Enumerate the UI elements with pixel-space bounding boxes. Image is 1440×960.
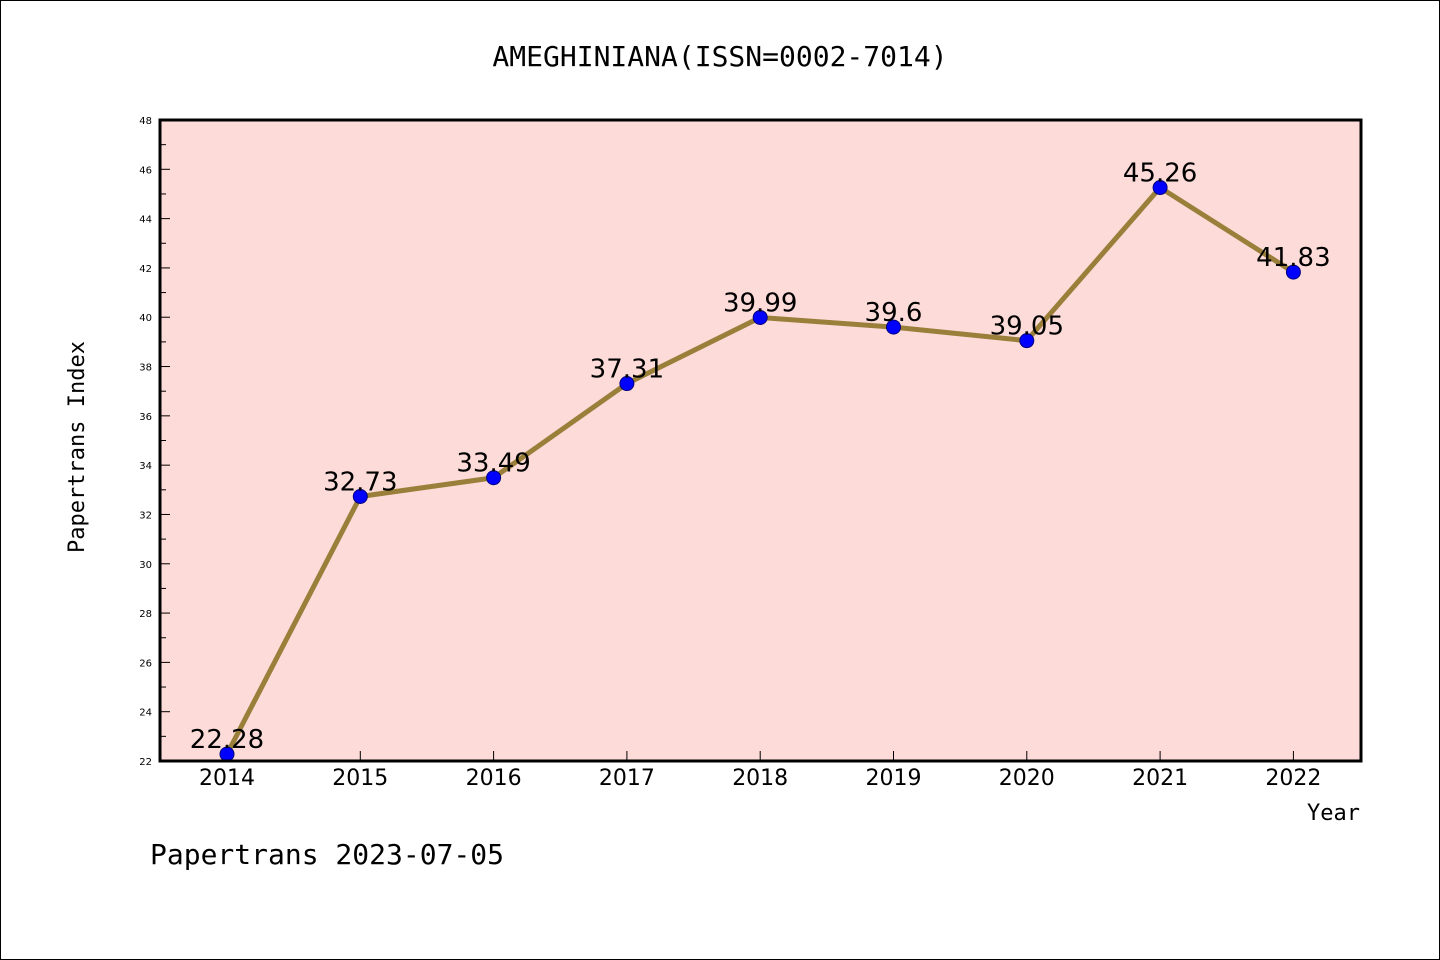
- y-tick-label: 32: [139, 510, 152, 521]
- y-tick-label: 38: [139, 363, 152, 374]
- plot-border: [158, 118, 1363, 763]
- y-tick-label: 36: [139, 412, 152, 423]
- x-tick-label: 2021: [1132, 766, 1188, 791]
- x-tick-label: 2017: [599, 766, 655, 791]
- y-tick-label: 26: [139, 658, 152, 669]
- data-label: 45.26: [1123, 159, 1197, 189]
- y-tick-label: 30: [139, 560, 152, 571]
- data-point-marker: [486, 470, 502, 486]
- data-label: 39.99: [723, 288, 797, 318]
- x-tick-label: 2018: [732, 766, 788, 791]
- y-axis-label: Papertrans Index: [65, 341, 90, 553]
- y-tick-label: 42: [139, 264, 152, 275]
- data-point-marker: [1152, 180, 1168, 196]
- data-label: 33.49: [456, 449, 530, 479]
- data-label: 32.73: [323, 467, 397, 497]
- y-tick-label: 44: [139, 215, 152, 226]
- y-tick-label: 22: [139, 757, 152, 768]
- y-tick-label: 34: [139, 461, 152, 472]
- series-line-group: [219, 180, 1301, 762]
- x-tick-label: 2015: [332, 766, 388, 791]
- data-label: 39.05: [990, 312, 1064, 342]
- x-tick-label: 2014: [199, 766, 255, 791]
- x-tick-label: 2022: [1265, 766, 1321, 791]
- data-point-marker: [886, 319, 901, 335]
- y-tick-label: 40: [139, 313, 152, 324]
- x-tick-label: 2019: [866, 766, 922, 791]
- data-label: 41.83: [1256, 243, 1330, 273]
- y-tick-label: 24: [139, 708, 152, 719]
- x-axis: 2014 2015 2016 2017 2018 2019 2020 2021 2022: [199, 751, 1321, 791]
- x-axis-label: Year: [1307, 801, 1360, 826]
- y-tick-label: 28: [139, 609, 152, 620]
- data-point-marker: [1285, 264, 1301, 280]
- data-point-marker: [752, 309, 768, 325]
- y-tick-label: 46: [139, 165, 152, 176]
- chart-title: AMEGHINIANA(ISSN=0002-7014): [492, 40, 947, 73]
- data-point-marker: [619, 376, 635, 392]
- data-label-group: 22.28 32.73 33.49 37.31 39.99 39.6 39.05 45.26 4…: [190, 159, 1331, 756]
- y-tick-label: 48: [139, 116, 152, 127]
- plot-area: [160, 120, 1361, 761]
- data-point-marker: [352, 488, 368, 504]
- data-label: 22.28: [190, 725, 264, 755]
- data-point-marker: [1019, 333, 1035, 349]
- x-tick-label: 2016: [466, 766, 522, 791]
- footer-credit: Papertrans 2023-07-05: [150, 838, 504, 871]
- x-tick-label: 2020: [999, 766, 1055, 791]
- data-label: 39.6: [865, 298, 923, 328]
- data-label: 37.31: [590, 355, 664, 385]
